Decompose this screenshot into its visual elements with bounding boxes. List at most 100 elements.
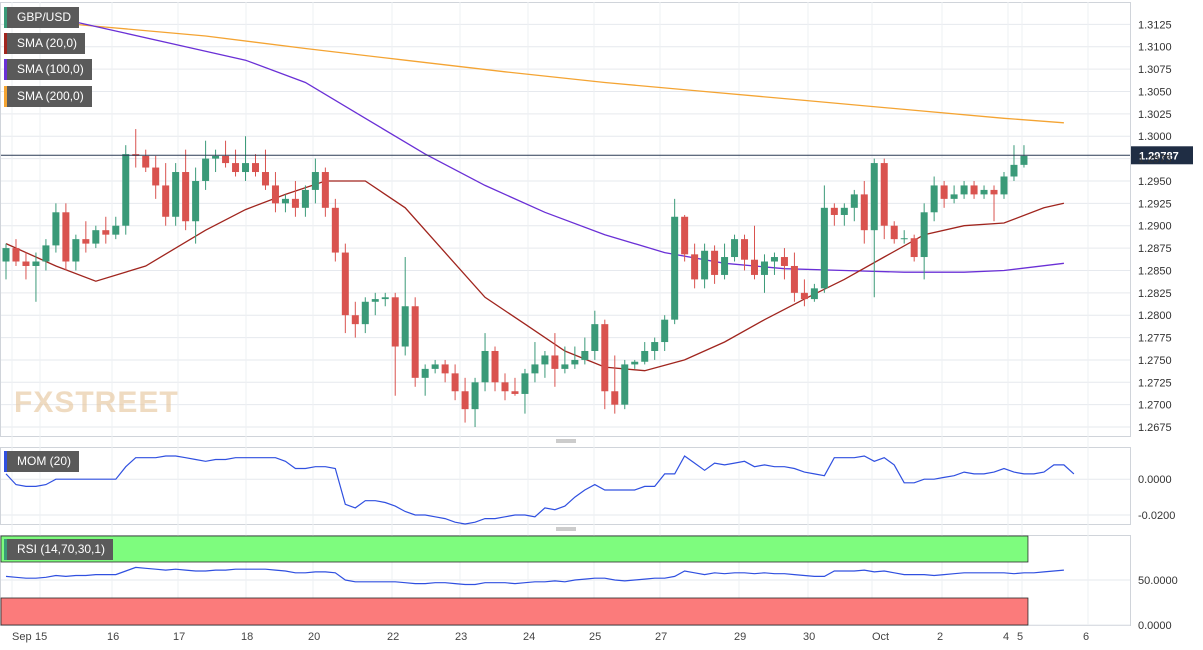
candle-body bbox=[990, 189, 998, 195]
candle-body bbox=[391, 297, 399, 347]
candle-body bbox=[202, 158, 210, 181]
y-tick-label: 1.2950 bbox=[1138, 176, 1172, 188]
candle-body bbox=[331, 207, 339, 253]
candle-body bbox=[681, 216, 689, 255]
candle-body bbox=[192, 180, 200, 222]
y-tick-label: 1.2900 bbox=[1138, 221, 1172, 233]
candle-body bbox=[212, 155, 220, 159]
mom-tick-label: -0.0200 bbox=[1138, 510, 1175, 522]
candle-body bbox=[242, 163, 250, 173]
candle-body bbox=[72, 239, 80, 262]
candle-body bbox=[232, 163, 240, 173]
candle-body bbox=[561, 364, 569, 369]
sma200-badge: SMA (200,0) bbox=[4, 86, 92, 107]
candle-body bbox=[591, 324, 599, 351]
rsi-line bbox=[5, 566, 1064, 586]
mom-badge: MOM (20) bbox=[4, 451, 79, 472]
candle-body bbox=[551, 355, 559, 369]
candle-body bbox=[541, 355, 549, 365]
candle-body bbox=[521, 373, 529, 394]
candle-body bbox=[421, 368, 429, 378]
candle-body bbox=[102, 230, 110, 235]
candle-body bbox=[341, 252, 349, 316]
candle-body bbox=[651, 342, 659, 351]
candle-body bbox=[182, 172, 190, 222]
x-tick-label: 20 bbox=[308, 631, 320, 643]
sma-100-path bbox=[5, 10, 1064, 273]
candle-body bbox=[980, 189, 988, 195]
candle-body bbox=[461, 391, 469, 410]
candle-body bbox=[950, 194, 958, 199]
candle-body bbox=[271, 185, 279, 204]
y-tick-label: 1.2825 bbox=[1138, 288, 1172, 300]
candle-body bbox=[2, 248, 10, 262]
y-tick-label: 1.2700 bbox=[1138, 400, 1172, 412]
candle-body bbox=[721, 257, 729, 275]
candle-body bbox=[631, 361, 639, 365]
x-tick-label: 30 bbox=[803, 631, 815, 643]
candle-body bbox=[751, 259, 758, 275]
candle-body bbox=[741, 239, 749, 260]
y-tick-label: 1.3125 bbox=[1138, 19, 1172, 31]
candle-body bbox=[581, 350, 589, 360]
candle-body bbox=[760, 261, 768, 275]
candle-body bbox=[371, 299, 379, 302]
rsi-tick-label: 50.0000 bbox=[1138, 575, 1178, 587]
candle-body bbox=[790, 265, 798, 293]
y-tick-label: 1.2750 bbox=[1138, 355, 1172, 367]
candle-body bbox=[661, 319, 669, 343]
candle-body bbox=[152, 167, 160, 186]
sma20-badge: SMA (20,0) bbox=[4, 33, 86, 54]
grid bbox=[0, 2, 1131, 626]
sma-200-line bbox=[5, 17, 1064, 124]
candle-body bbox=[311, 172, 319, 190]
candle-body bbox=[820, 207, 828, 289]
candle-body bbox=[401, 306, 409, 347]
candle-body bbox=[1010, 164, 1018, 177]
x-tick-label: 16 bbox=[107, 631, 119, 643]
x-tick-label: Oct bbox=[872, 631, 889, 643]
last-price-line: 1.29787 bbox=[1, 146, 1193, 165]
mom-label: MOM (20) bbox=[17, 454, 71, 468]
last-price-box bbox=[1131, 146, 1193, 165]
y-tick-label: 1.2925 bbox=[1138, 198, 1172, 210]
candle-body bbox=[511, 391, 519, 394]
candle-body bbox=[361, 301, 369, 325]
panel-frame-1 bbox=[0, 447, 1131, 525]
x-tick-label: 17 bbox=[173, 631, 185, 643]
x-tick-label: Sep bbox=[12, 631, 32, 643]
candle-body bbox=[910, 238, 918, 258]
candle-body bbox=[162, 185, 170, 217]
sma-200-path bbox=[5, 17, 1064, 124]
candle-body bbox=[52, 212, 60, 246]
candle-body bbox=[531, 364, 539, 374]
pair-label: GBP/USD bbox=[17, 10, 72, 24]
candle-body bbox=[62, 212, 70, 262]
rsi-badge: RSI (14,70,30,1) bbox=[4, 539, 114, 560]
candle-body bbox=[481, 350, 489, 383]
candle-body bbox=[112, 225, 120, 235]
candle-body bbox=[701, 250, 709, 280]
candle-body bbox=[42, 245, 50, 262]
y-tick-label: 1.3075 bbox=[1138, 64, 1172, 76]
x-tick-label: 18 bbox=[241, 631, 253, 643]
candle-body bbox=[381, 297, 389, 300]
candle-body bbox=[780, 257, 788, 266]
x-tick-label: 24 bbox=[523, 631, 535, 643]
sma-100-line bbox=[5, 10, 1064, 273]
candle-body bbox=[411, 306, 419, 378]
candle-body bbox=[82, 239, 90, 244]
rsi-tick-label: 0.0000 bbox=[1138, 620, 1172, 632]
watermark-layer: FXSTREET bbox=[14, 386, 178, 419]
sma20-label: SMA (20,0) bbox=[17, 36, 78, 50]
candle-body bbox=[222, 155, 230, 164]
x-tick-label: 2 bbox=[937, 631, 943, 643]
candle-body bbox=[261, 172, 269, 186]
y-tick-label: 1.2725 bbox=[1138, 377, 1172, 389]
candle-body bbox=[92, 230, 100, 244]
candle-body bbox=[12, 248, 20, 262]
candle-body bbox=[571, 359, 579, 365]
y-tick-label: 1.3050 bbox=[1138, 86, 1172, 98]
x-tick-label: 22 bbox=[387, 631, 399, 643]
x-tick-label: 27 bbox=[655, 631, 667, 643]
